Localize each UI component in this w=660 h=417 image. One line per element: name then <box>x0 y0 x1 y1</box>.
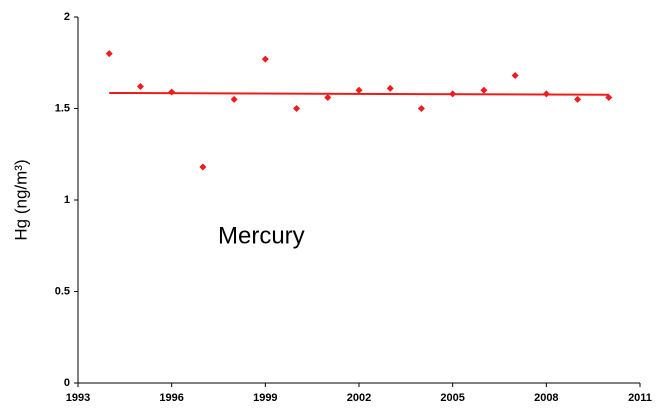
trend-line <box>109 91 609 96</box>
point <box>230 95 238 103</box>
x-tick-label: 1996 <box>159 392 183 404</box>
point <box>324 94 332 102</box>
y-tick-label: 2 <box>64 11 70 23</box>
point <box>168 88 176 96</box>
point <box>386 84 394 92</box>
x-tick-label: 1999 <box>253 392 277 404</box>
point <box>105 50 113 58</box>
point <box>261 55 269 63</box>
y-tick-label: 0 <box>64 377 70 389</box>
point <box>574 95 582 103</box>
point <box>605 94 613 102</box>
point <box>542 90 550 98</box>
point <box>293 105 301 112</box>
point <box>449 90 457 98</box>
y-axis-label: Hg (ng/m³) <box>11 159 30 240</box>
x-tick-label: 2005 <box>440 392 464 404</box>
point <box>480 86 488 94</box>
point <box>511 72 519 80</box>
point <box>355 86 363 94</box>
x-tick-label: 1993 <box>66 392 90 404</box>
point <box>199 163 207 171</box>
annotation: Mercury <box>218 222 305 249</box>
y-tick-label: 1.5 <box>55 102 70 114</box>
x-tick-label: 2011 <box>628 392 652 404</box>
x-tick-label: 2008 <box>534 392 558 404</box>
point <box>417 105 425 112</box>
point <box>136 83 144 91</box>
y-tick-label: 1 <box>64 194 70 206</box>
x-tick-label: 2002 <box>347 392 371 404</box>
y-tick-label: 0.5 <box>55 285 70 297</box>
